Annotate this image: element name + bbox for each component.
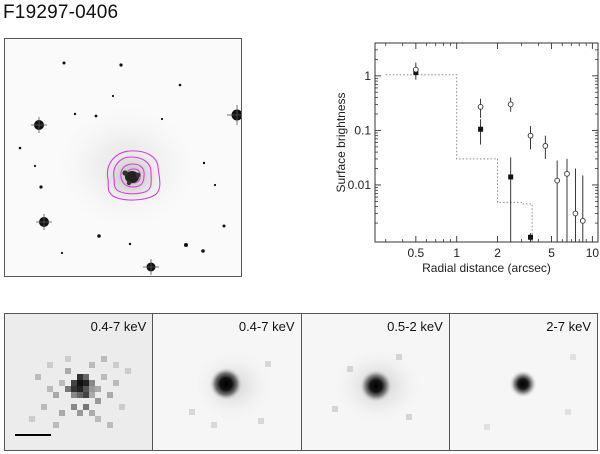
data-point-filled-square	[478, 126, 484, 132]
count-pixel	[83, 380, 89, 386]
count-pixel	[77, 392, 83, 398]
data-point-open-circle	[477, 104, 484, 110]
data-point-open-circle	[564, 170, 570, 177]
count-pixel	[113, 362, 119, 368]
xray-contours	[106, 150, 161, 201]
panel-label: 0.5-2 keV	[387, 319, 443, 334]
count-pixel	[65, 368, 71, 374]
y-tick-label: 0.01	[348, 178, 372, 192]
plot-frame	[374, 42, 599, 243]
count-pixel	[71, 380, 77, 386]
panel-smoothed-0.4-7kev: 0.4-7 keV	[152, 314, 301, 450]
x-tick-label: 10	[586, 246, 600, 260]
count-pixel	[125, 368, 131, 374]
data-point-filled-square	[413, 70, 419, 76]
smoothed-image-full-band	[189, 348, 276, 428]
count-pixel	[47, 362, 53, 368]
surface-brightness-plot: 0.5 1 2 5 10 1 0.1 0.01 Radial distance (arcsec…	[330, 30, 600, 285]
data-point-open-circle	[527, 132, 534, 139]
count-pixel	[59, 410, 65, 416]
panel-label: 2-7 keV	[546, 319, 591, 334]
count-pixel	[95, 386, 101, 392]
data-point-open-circle	[554, 177, 561, 184]
count-pixel	[83, 392, 89, 398]
y-tick-label: 0.1	[354, 123, 371, 137]
optical-image	[4, 38, 242, 277]
count-pixel	[41, 404, 47, 410]
count-pixel	[29, 416, 35, 422]
count-pixel	[65, 386, 71, 392]
raw-counts-image	[15, 356, 131, 436]
data-point-filled-square	[528, 234, 534, 240]
count-pixel	[71, 386, 77, 392]
count-pixel	[77, 374, 83, 380]
count-pixel	[77, 380, 83, 386]
count-pixel	[95, 398, 101, 404]
xray-panels: 0.4-7 keV 0.4-7 keV	[4, 313, 598, 451]
count-pixel	[119, 404, 125, 410]
count-pixel	[89, 410, 95, 416]
x-tick-label: 5	[548, 246, 555, 260]
panel-smoothed-0.5-2kev: 0.5-2 keV	[300, 314, 449, 450]
count-pixel	[101, 356, 107, 362]
count-pixel	[59, 380, 65, 386]
x-tick-label: 0.5	[408, 246, 425, 260]
count-pixel	[101, 374, 107, 380]
x-tick-label: 1	[453, 246, 460, 260]
count-pixel	[83, 386, 89, 392]
panel-label: 0.4-7 keV	[90, 319, 147, 334]
count-pixel	[89, 362, 95, 368]
count-pixel	[83, 374, 89, 380]
count-pixel	[107, 392, 113, 398]
smoothed-image-soft-band	[331, 346, 424, 426]
count-pixel	[53, 422, 59, 428]
panel-smoothed-2-7kev: 2-7 keV	[448, 314, 597, 450]
data-point-filled-square	[508, 174, 514, 180]
data-point-open-circle	[542, 143, 549, 149]
count-pixel	[113, 380, 119, 386]
count-pixel	[53, 392, 59, 398]
count-pixel	[65, 356, 71, 362]
data-point-open-circle	[572, 210, 579, 217]
y-tick-label: 1	[364, 69, 371, 83]
count-pixel	[47, 386, 53, 392]
x-tick-label: 2	[494, 246, 501, 260]
optical-image-graphic	[18, 61, 241, 275]
y-axis-label: Surface brightness	[334, 92, 348, 192]
model-step-line	[385, 74, 533, 242]
smoothed-image-hard-band	[483, 354, 576, 430]
chart-canvas: 0.5 1 2 5 10 1 0.1 0.01 Radial distance (arcsec…	[334, 42, 600, 275]
data-point-open-circle	[507, 101, 514, 108]
data-point-open-circle	[579, 217, 586, 224]
count-pixel	[83, 404, 89, 410]
count-pixel	[107, 422, 113, 428]
panel-raw-0.4-7kev: 0.4-7 keV	[5, 314, 153, 450]
count-pixel	[77, 386, 83, 392]
x-axis-label: Radial distance (arcsec)	[422, 261, 551, 275]
figure-title: F19297-0406	[3, 2, 119, 23]
count-pixel	[89, 380, 95, 386]
count-pixel	[89, 386, 95, 392]
panel-label: 0.4-7 keV	[238, 319, 295, 334]
data-point-open-circle	[412, 66, 419, 73]
count-pixel	[71, 404, 77, 410]
count-pixel	[77, 410, 83, 416]
count-pixel	[89, 392, 95, 398]
count-pixel	[35, 374, 41, 380]
count-pixel	[71, 392, 77, 398]
count-pixel	[95, 416, 101, 422]
